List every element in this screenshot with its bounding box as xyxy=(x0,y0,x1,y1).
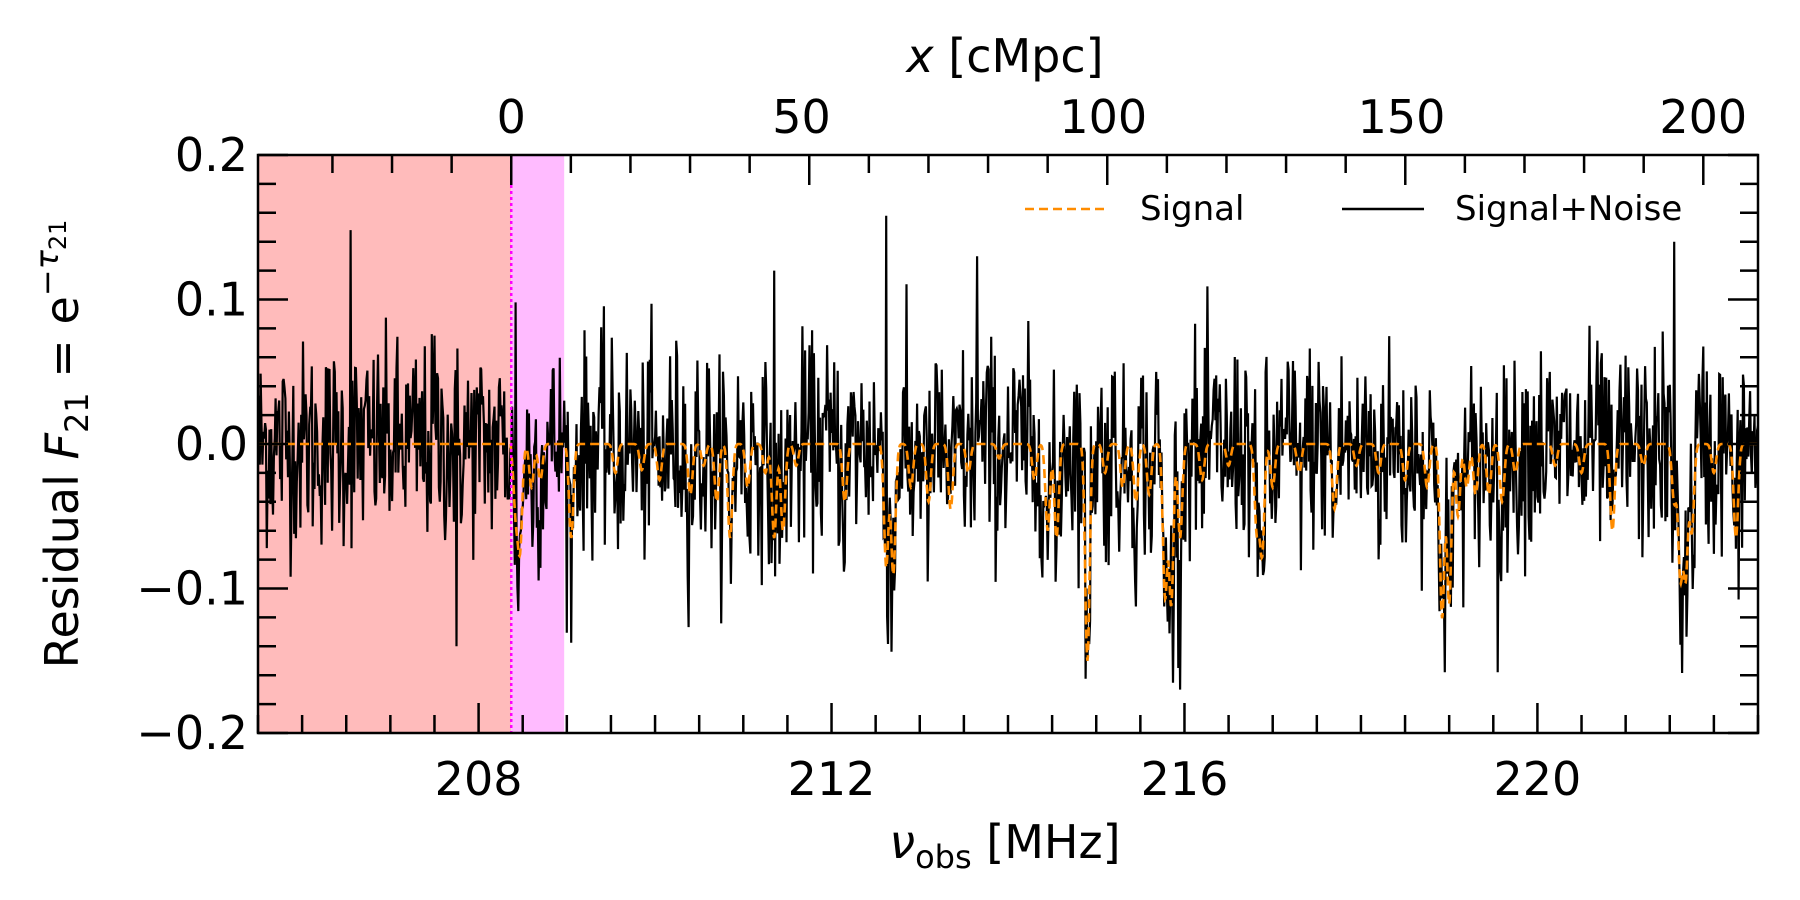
y-tick-label: 0.0 xyxy=(175,417,248,471)
y-tick-label: −0.2 xyxy=(136,706,248,760)
x-axis-bottom-label: νobs [MHz] xyxy=(889,815,1120,876)
legend-signal-noise-label: Signal+Noise xyxy=(1455,189,1682,229)
x-top-tick-label: 50 xyxy=(772,90,831,144)
x-bottom-tick-label: 220 xyxy=(1494,752,1582,806)
axis-ticks: 208 212 216 220 0 50 100 150 200 −0.2 −0.1 0.0 0.1 0.… xyxy=(136,90,1760,806)
x-top-tick-label: 200 xyxy=(1659,90,1747,144)
legend: Signal Signal+Noise xyxy=(1025,189,1682,229)
x-bottom-tick-label: 216 xyxy=(1141,752,1229,806)
x-top-tick-label: 100 xyxy=(1059,90,1147,144)
legend-signal-label: Signal xyxy=(1140,189,1244,229)
x-axis-top-label: x [cMpc] xyxy=(904,29,1103,83)
y-tick-label: 0.1 xyxy=(175,273,248,327)
series-signal xyxy=(258,442,1758,661)
x-bottom-tick-label: 208 xyxy=(435,752,523,806)
y-tick-label: −0.1 xyxy=(136,562,248,616)
y-axis-label: Residual F21 = e−τ21 xyxy=(28,220,96,669)
signal-noise-line xyxy=(258,215,1758,690)
y-tick-label: 0.2 xyxy=(175,128,248,182)
signal-line xyxy=(258,442,1758,661)
x-bottom-tick-label: 212 xyxy=(788,752,876,806)
series-signal-noise xyxy=(258,215,1758,690)
x-top-tick-label: 150 xyxy=(1358,90,1446,144)
x-top-tick-label: 0 xyxy=(497,90,526,144)
